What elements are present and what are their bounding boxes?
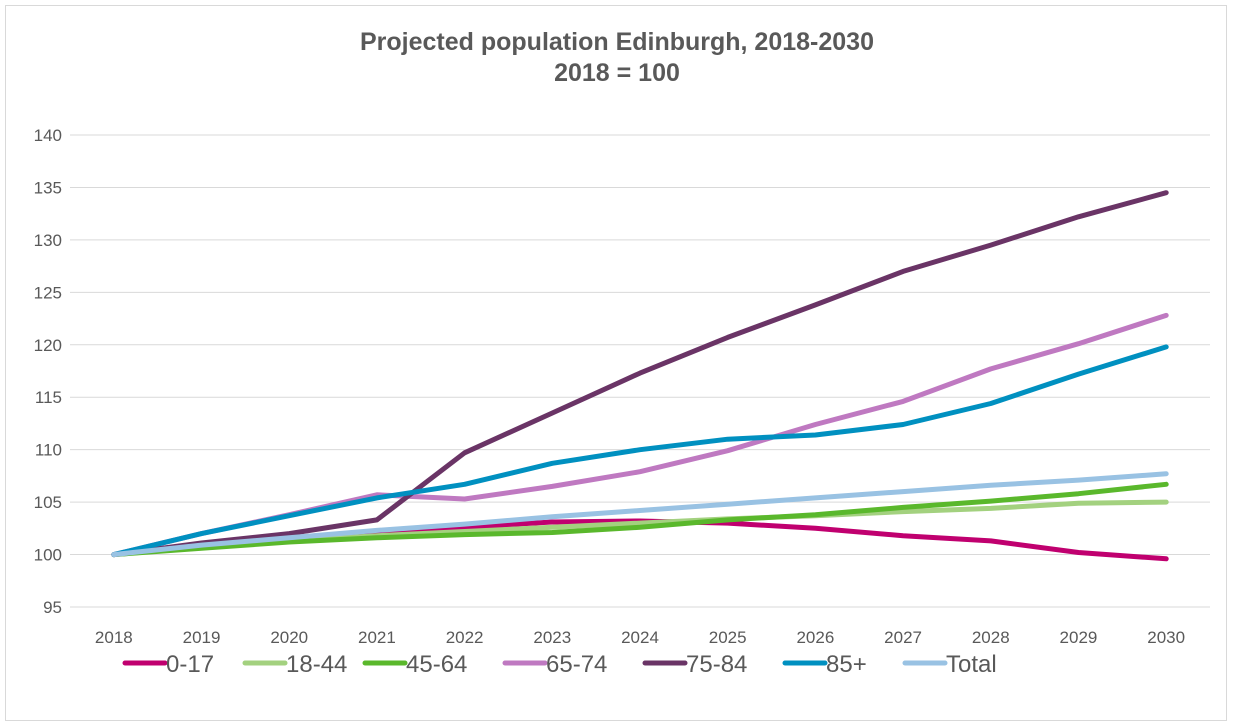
series-line-Total (111, 471, 1169, 558)
x-tick-label: 2018 (95, 628, 133, 647)
legend-label: Total (946, 651, 997, 678)
y-tick-label: 115 (35, 388, 62, 407)
y-tick-label: 95 (43, 598, 62, 617)
y-tick-label: 100 (34, 546, 62, 565)
y-tick-label: 130 (34, 231, 62, 250)
series-line-75-84 (111, 190, 1169, 558)
x-tick-label: 2025 (709, 628, 747, 647)
x-tick-label: 2027 (884, 628, 922, 647)
series-line-45-64 (111, 481, 1169, 558)
y-tick-label: 110 (35, 441, 62, 460)
legend-label: 45-64 (406, 651, 467, 678)
x-tick-label: 2029 (1060, 628, 1098, 647)
chart-area (5, 5, 1227, 721)
x-tick-label: 2019 (183, 628, 221, 647)
series-line-85+ (111, 344, 1169, 558)
legend-label: 65-74 (546, 651, 607, 678)
x-tick-label: 2023 (533, 628, 571, 647)
x-tick-label: 2024 (621, 628, 659, 647)
x-tick-label: 2030 (1147, 628, 1185, 647)
y-tick-label: 120 (34, 336, 62, 355)
x-tick-label: 2026 (796, 628, 834, 647)
legend-label: 18-44 (286, 651, 347, 678)
y-tick-label: 105 (34, 493, 62, 512)
legend-label: 75-84 (686, 651, 747, 678)
chart-subtitle: 2018 = 100 (554, 59, 680, 87)
x-tick-label: 2022 (446, 628, 484, 647)
x-tick-label: 2021 (358, 628, 396, 647)
x-tick-label: 2020 (270, 628, 308, 647)
chart-title: Projected population Edinburgh, 2018-203… (360, 28, 874, 56)
y-tick-label: 125 (34, 283, 62, 302)
legend-label: 85+ (826, 651, 867, 678)
chart-title-block: Projected population Edinburgh, 2018-203… (0, 27, 1234, 89)
x-tick-label: 2028 (972, 628, 1010, 647)
legend-label: 0-17 (166, 651, 214, 678)
y-tick-label: 140 (34, 126, 62, 145)
y-tick-label: 135 (34, 178, 62, 197)
